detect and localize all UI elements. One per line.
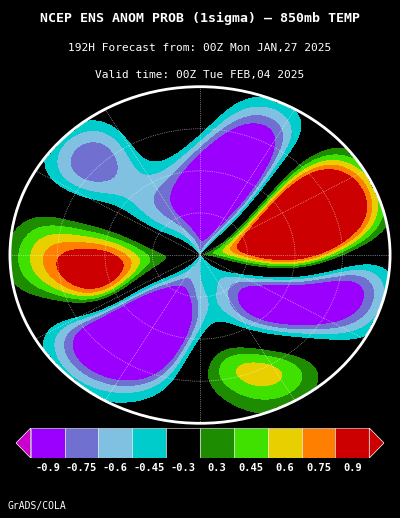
Bar [234, 428, 268, 458]
Bar [132, 428, 166, 458]
Text: 0.9: 0.9 [343, 463, 362, 473]
Text: 192H Forecast from: 00Z Mon JAN,27 2025: 192H Forecast from: 00Z Mon JAN,27 2025 [68, 43, 332, 53]
Text: -0.6: -0.6 [103, 463, 128, 473]
Text: -0.9: -0.9 [35, 463, 60, 473]
Text: -0.45: -0.45 [134, 463, 165, 473]
Bar [98, 428, 132, 458]
Bar [302, 428, 336, 458]
Text: 0.3: 0.3 [208, 463, 226, 473]
Bar [336, 428, 369, 458]
Polygon shape [369, 428, 384, 458]
Text: NCEP ENS ANOM PROB (1sigma) – 850mb TEMP: NCEP ENS ANOM PROB (1sigma) – 850mb TEMP [40, 12, 360, 25]
Text: 0.45: 0.45 [238, 463, 263, 473]
Text: 0.6: 0.6 [275, 463, 294, 473]
Polygon shape [16, 428, 31, 458]
Text: -0.3: -0.3 [170, 463, 196, 473]
Text: 0.75: 0.75 [306, 463, 331, 473]
Text: -0.75: -0.75 [66, 463, 97, 473]
Text: Valid time: 00Z Tue FEB,04 2025: Valid time: 00Z Tue FEB,04 2025 [95, 70, 305, 80]
Bar [166, 428, 200, 458]
Text: GrADS/COLA: GrADS/COLA [8, 501, 67, 511]
Bar [64, 428, 98, 458]
Bar [31, 428, 64, 458]
Bar [268, 428, 302, 458]
Bar [200, 428, 234, 458]
